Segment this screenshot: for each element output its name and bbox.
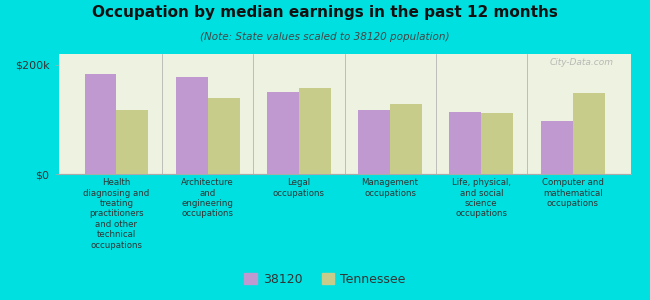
- Bar: [207, 98, 240, 174]
- Text: (Note: State values scaled to 38120 population): (Note: State values scaled to 38120 popu…: [200, 32, 450, 41]
- Legend: 38120, Tennessee: 38120, Tennessee: [239, 268, 411, 291]
- Bar: [449, 112, 482, 174]
- Bar: [116, 110, 148, 174]
- Bar: [176, 77, 207, 174]
- Text: City-Data.com: City-Data.com: [549, 58, 614, 67]
- Bar: [84, 74, 116, 174]
- Bar: [358, 110, 390, 174]
- Bar: [390, 104, 422, 174]
- Bar: [541, 121, 573, 174]
- Bar: [267, 92, 299, 174]
- Bar: [573, 93, 604, 174]
- Bar: [482, 113, 514, 174]
- Bar: [299, 88, 331, 174]
- Text: Occupation by median earnings in the past 12 months: Occupation by median earnings in the pas…: [92, 4, 558, 20]
